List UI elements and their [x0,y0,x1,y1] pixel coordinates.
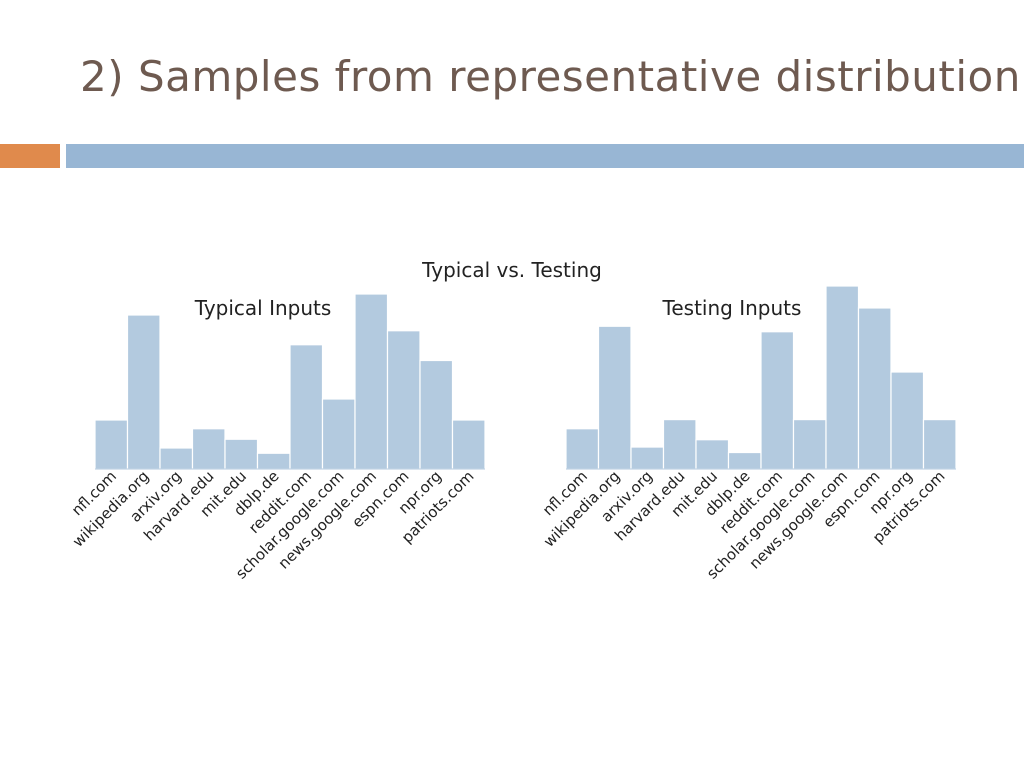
typical-inputs-bar-nfl-com [94,419,129,470]
typical-inputs-bar-mit-edu [224,438,259,470]
accent-bar [0,144,60,168]
testing-inputs-bar-scholar-google-com [792,418,827,470]
typical-inputs-chart: Typical Inputsnfl.comwikipedia.orgarxiv.… [68,293,486,583]
testing-inputs-bar-espn-com [857,307,892,470]
typical-inputs-bar-harvard-edu [191,428,226,470]
slide-title: 2) Samples from representative distribut… [80,52,1021,101]
typical-inputs-bar-news-google-com [354,293,389,470]
testing-inputs-chart: Testing Inputsnfl.comwikipedia.orgarxiv.… [539,285,957,583]
testing-inputs-bar-npr-org [890,371,925,470]
testing-inputs-bar-harvard-edu [662,418,697,470]
testing-inputs-bar-news-google-com [825,285,860,470]
typical-inputs-bar-espn-com [386,330,421,470]
testing-inputs-bar-arxiv-org [630,446,665,470]
testing-inputs-bar-nfl-com [565,428,600,470]
testing-inputs-bar-reddit-com [760,331,795,470]
typical-inputs-bar-arxiv-org [159,447,194,470]
typical-inputs-bar-dblp-de [256,452,291,470]
testing-inputs-bar-patriots-com [922,418,957,470]
typical-inputs-bar-reddit-com [289,344,324,470]
testing-inputs-bar-wikipedia-org [597,325,632,470]
testing-inputs-title: Testing Inputs [662,296,802,320]
typical-inputs-bar-wikipedia-org [126,314,161,470]
title-underline-band [66,144,1024,168]
testing-inputs-bar-dblp-de [727,451,762,470]
typical-inputs-bar-scholar-google-com [321,398,356,470]
testing-inputs-bar-mit-edu [695,439,730,470]
chart-title: Typical vs. Testing [422,258,602,282]
typical-inputs-bar-patriots-com [451,419,486,470]
typical-inputs-title: Typical Inputs [194,296,332,320]
typical-inputs-bar-npr-org [419,359,454,470]
